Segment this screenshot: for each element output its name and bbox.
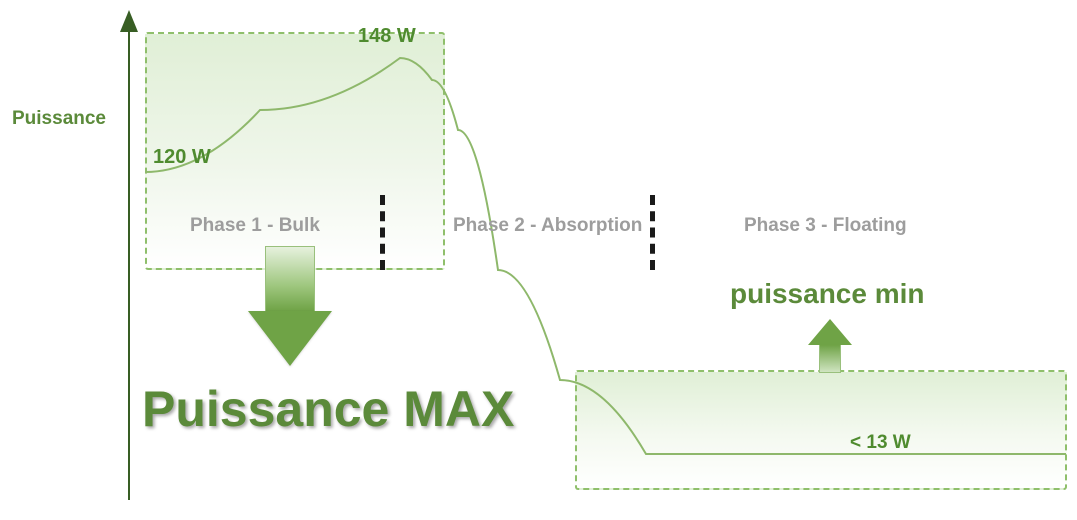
y-axis-label: Puissance (12, 108, 106, 130)
phase-2-label: Phase 2 - Absorption (453, 215, 642, 237)
value-floor: < 13 W (850, 432, 911, 454)
phase-separator-2 (650, 195, 655, 270)
diagram-stage: Puissance 120 W 148 W < 13 W Phase 1 - B… (0, 0, 1077, 520)
value-start: 120 W (153, 146, 211, 169)
y-axis-line (128, 30, 130, 500)
title-puissance-min: puissance min (730, 278, 925, 310)
arrow-up-icon (808, 319, 852, 375)
value-peak: 148 W (358, 25, 416, 48)
y-axis-arrowhead (120, 10, 138, 32)
title-puissance-max: Puissance MAX (142, 380, 514, 438)
phase-1-label: Phase 1 - Bulk (190, 215, 320, 237)
phase-3-label: Phase 3 - Floating (744, 215, 907, 237)
arrow-down-icon (248, 246, 332, 376)
panel-floating (575, 370, 1067, 490)
phase-separator-1 (380, 195, 385, 270)
